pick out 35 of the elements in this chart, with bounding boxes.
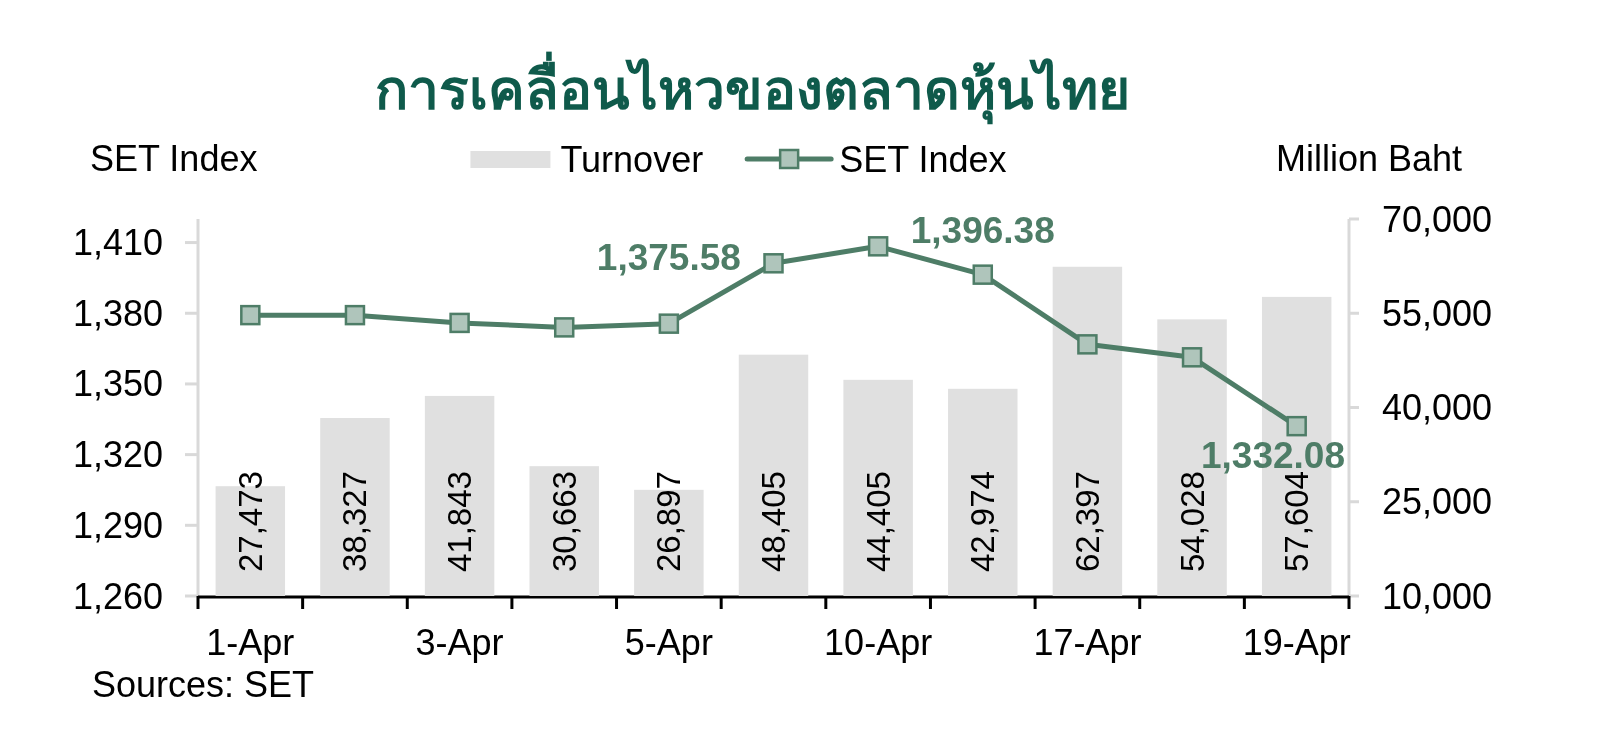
data-label: 27,473 [231, 471, 269, 572]
data-label: 41,843 [441, 471, 479, 572]
y2tick: 55,000 [1382, 292, 1493, 334]
data-label: 44,405 [859, 471, 897, 572]
legend-label: SET Index [839, 138, 1007, 180]
xtick: 10-Apr [824, 622, 933, 663]
data-label: 30,663 [545, 471, 583, 572]
y2tick: 10,000 [1382, 575, 1493, 617]
annotation: Sources: SET [92, 664, 315, 705]
xtick: 17-Apr [1033, 622, 1142, 663]
y2tick: 70,000 [1382, 198, 1493, 240]
xtick: 19-Apr [1242, 622, 1351, 663]
xtick: 5-Apr [624, 622, 713, 663]
data-label: 26,897 [650, 471, 688, 572]
data-label: 1,396.38 [910, 210, 1055, 252]
xtick: 1-Apr [206, 622, 295, 663]
ytick: 1,290 [72, 504, 163, 546]
data-label: 48,405 [755, 471, 792, 572]
title: การเคลื่อนไหวของตลาดหุ้นไทย [368, 40, 1136, 140]
legend-label: Turnover [560, 138, 704, 180]
ytick: 1,380 [72, 292, 163, 334]
data-label: 62,397 [1068, 471, 1106, 572]
data-label: 38,327 [336, 471, 374, 572]
xtick: 3-Apr [415, 622, 504, 663]
ylabel: SET Index [90, 138, 258, 179]
data-label: 57,604 [1278, 471, 1316, 572]
y2tick: 25,000 [1382, 481, 1493, 523]
ytick: 1,260 [72, 575, 163, 617]
data-label: 1,375.58 [596, 237, 741, 279]
y2tick: 40,000 [1382, 387, 1493, 428]
data-label: 42,974 [964, 471, 1002, 572]
ytick: 1,410 [72, 222, 163, 264]
ytick: 1,350 [72, 363, 163, 405]
y2label: Million Baht [1275, 138, 1462, 179]
ytick: 1,320 [72, 434, 163, 476]
